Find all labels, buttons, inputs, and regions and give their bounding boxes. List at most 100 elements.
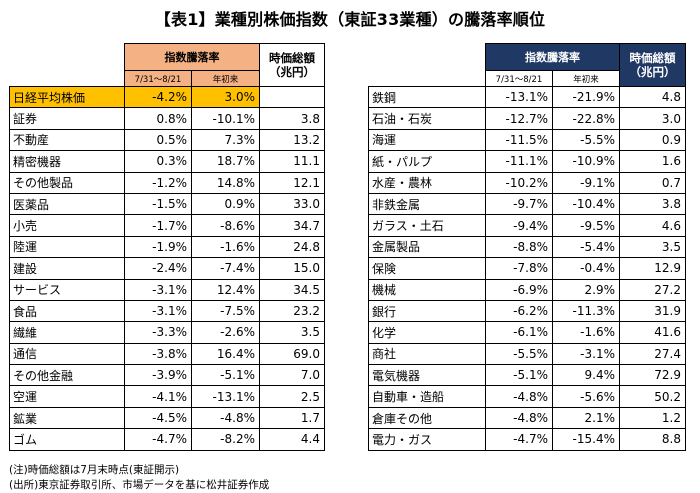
- header-period2: 年初来: [191, 70, 260, 87]
- change-period1: -4.8%: [485, 406, 553, 430]
- change-ytd: 2.9%: [552, 278, 620, 301]
- table-row: 通信 -3.8% 16.4% 69.0: [9, 342, 325, 366]
- left-table-body: 日経平均株価 -4.2% 3.0% 証券 0.8% -10.1% 3.8 不動産 0.5% 7.3…: [9, 85, 325, 451]
- table-row: 保険 -7.8% -0.4% 12.9: [368, 257, 686, 280]
- table-row: 金属製品 -8.8% -5.4% 3.5: [368, 235, 686, 259]
- sector-name: 鉄鋼: [368, 85, 486, 109]
- market-cap: 1.6: [619, 150, 686, 173]
- market-cap: 34.5: [259, 278, 325, 301]
- market-cap: 3.8: [259, 107, 325, 130]
- change-ytd: -15.4%: [552, 428, 620, 451]
- table-row: 銀行 -6.2% -11.3% 31.9: [368, 299, 686, 323]
- change-period1: -6.9%: [485, 278, 553, 301]
- sector-name: 建設: [9, 257, 125, 280]
- table-row: 電力・ガス -4.7% -15.4% 8.8: [368, 428, 686, 451]
- right-table-body: 鉄鋼 -13.1% -21.9% 4.8 石油・石炭 -12.7% -22.8% 3.0 海運 -…: [368, 85, 686, 451]
- change-period1: -4.7%: [124, 428, 192, 451]
- header-change: 指数騰落率: [485, 43, 620, 71]
- change-ytd: 3.0%: [191, 85, 260, 109]
- sector-name: 空運: [9, 385, 125, 408]
- change-ytd: 0.9%: [191, 192, 260, 216]
- change-period1: -4.7%: [485, 428, 553, 451]
- sector-name: 証券: [9, 107, 125, 130]
- market-cap: 12.9: [619, 257, 686, 280]
- change-ytd: -11.3%: [552, 299, 620, 323]
- table-row: ガラス・土石 -9.4% -9.5% 4.6: [368, 214, 686, 237]
- market-cap: 72.9: [619, 364, 686, 387]
- change-ytd: -5.4%: [552, 235, 620, 259]
- change-period1: -4.2%: [124, 85, 192, 109]
- change-period1: -5.1%: [485, 364, 553, 387]
- sector-name: 銀行: [368, 299, 486, 323]
- table-row: 海運 -11.5% -5.5% 0.9: [368, 128, 686, 152]
- sector-name: 化学: [368, 321, 486, 344]
- header-period1: 7/31～8/21: [124, 70, 192, 87]
- change-ytd: -7.4%: [191, 257, 260, 280]
- change-period1: -1.7%: [124, 214, 192, 237]
- market-cap: 2.5: [259, 385, 325, 408]
- change-ytd: -8.2%: [191, 428, 260, 451]
- sector-name: その他製品: [9, 171, 125, 194]
- change-period1: 0.8%: [124, 107, 192, 130]
- sector-name: 繊維: [9, 321, 125, 344]
- change-period1: -8.8%: [485, 235, 553, 259]
- table-row: 建設 -2.4% -7.4% 15.0: [9, 257, 325, 280]
- sector-name: 海運: [368, 128, 486, 152]
- change-period1: 0.3%: [124, 150, 192, 173]
- change-period1: -1.9%: [124, 235, 192, 259]
- sector-name: 紙・パルプ: [368, 150, 486, 173]
- change-ytd: 14.8%: [191, 171, 260, 194]
- sector-name: サービス: [9, 278, 125, 301]
- change-period1: -9.7%: [485, 192, 553, 216]
- market-cap: 1.7: [259, 406, 325, 430]
- sector-name: 小売: [9, 214, 125, 237]
- market-cap: 4.6: [619, 214, 686, 237]
- table-row: 非鉄金属 -9.7% -10.4% 3.8: [368, 192, 686, 216]
- change-period1: -3.9%: [124, 364, 192, 387]
- table-row: 倉庫その他 -4.8% 2.1% 1.2: [368, 406, 686, 430]
- change-period1: -1.5%: [124, 192, 192, 216]
- change-period1: -11.5%: [485, 128, 553, 152]
- table-row: サービス -3.1% 12.4% 34.5: [9, 278, 325, 301]
- sector-name: 日経平均株価: [9, 85, 125, 109]
- sector-name: 非鉄金属: [368, 192, 486, 216]
- market-cap: 27.4: [619, 342, 686, 366]
- table-row: 電気機器 -5.1% 9.4% 72.9: [368, 364, 686, 387]
- change-ytd: -10.9%: [552, 150, 620, 173]
- sector-name: 食品: [9, 299, 125, 323]
- sector-name: 倉庫その他: [368, 406, 486, 430]
- table-row: その他金融 -3.9% -5.1% 7.0: [9, 364, 325, 387]
- sector-table-right: 指数騰落率 時価総額 （兆円） 7/31～8/21 年初来 鉄鋼 -13.1% -2…: [368, 43, 686, 451]
- change-period1: -6.2%: [485, 299, 553, 323]
- market-cap: [259, 85, 325, 109]
- market-cap: 31.9: [619, 299, 686, 323]
- change-period1: -7.8%: [485, 257, 553, 280]
- table-row: 不動産 0.5% 7.3% 13.2: [9, 128, 325, 152]
- sector-name: 陸運: [9, 235, 125, 259]
- market-cap: 34.7: [259, 214, 325, 237]
- change-ytd: -10.1%: [191, 107, 260, 130]
- page-title: 【表1】業種別株価指数（東証33業種）の騰落率順位: [154, 10, 546, 29]
- change-period1: 0.5%: [124, 128, 192, 152]
- market-cap: 7.0: [259, 364, 325, 387]
- sector-name: 電力・ガス: [368, 428, 486, 451]
- market-cap: 11.1: [259, 150, 325, 173]
- table-row: 自動車・造船 -4.8% -5.6% 50.2: [368, 385, 686, 408]
- change-ytd: -13.1%: [191, 385, 260, 408]
- table-row: 食品 -3.1% -7.5% 23.2: [9, 299, 325, 323]
- header-blank: [9, 43, 125, 87]
- table-row: 陸運 -1.9% -1.6% 24.8: [9, 235, 325, 259]
- market-cap: 1.2: [619, 406, 686, 430]
- market-cap: 3.5: [619, 235, 686, 259]
- change-period1: -12.7%: [485, 107, 553, 130]
- sector-name: 電気機器: [368, 364, 486, 387]
- change-ytd: -5.1%: [191, 364, 260, 387]
- sector-name: 鉱業: [9, 406, 125, 430]
- market-cap: 0.7: [619, 171, 686, 194]
- market-cap: 69.0: [259, 342, 325, 366]
- market-cap: 3.0: [619, 107, 686, 130]
- table-row: 商社 -5.5% -3.1% 27.4: [368, 342, 686, 366]
- sector-name: ガラス・土石: [368, 214, 486, 237]
- market-cap: 23.2: [259, 299, 325, 323]
- market-cap: 33.0: [259, 192, 325, 216]
